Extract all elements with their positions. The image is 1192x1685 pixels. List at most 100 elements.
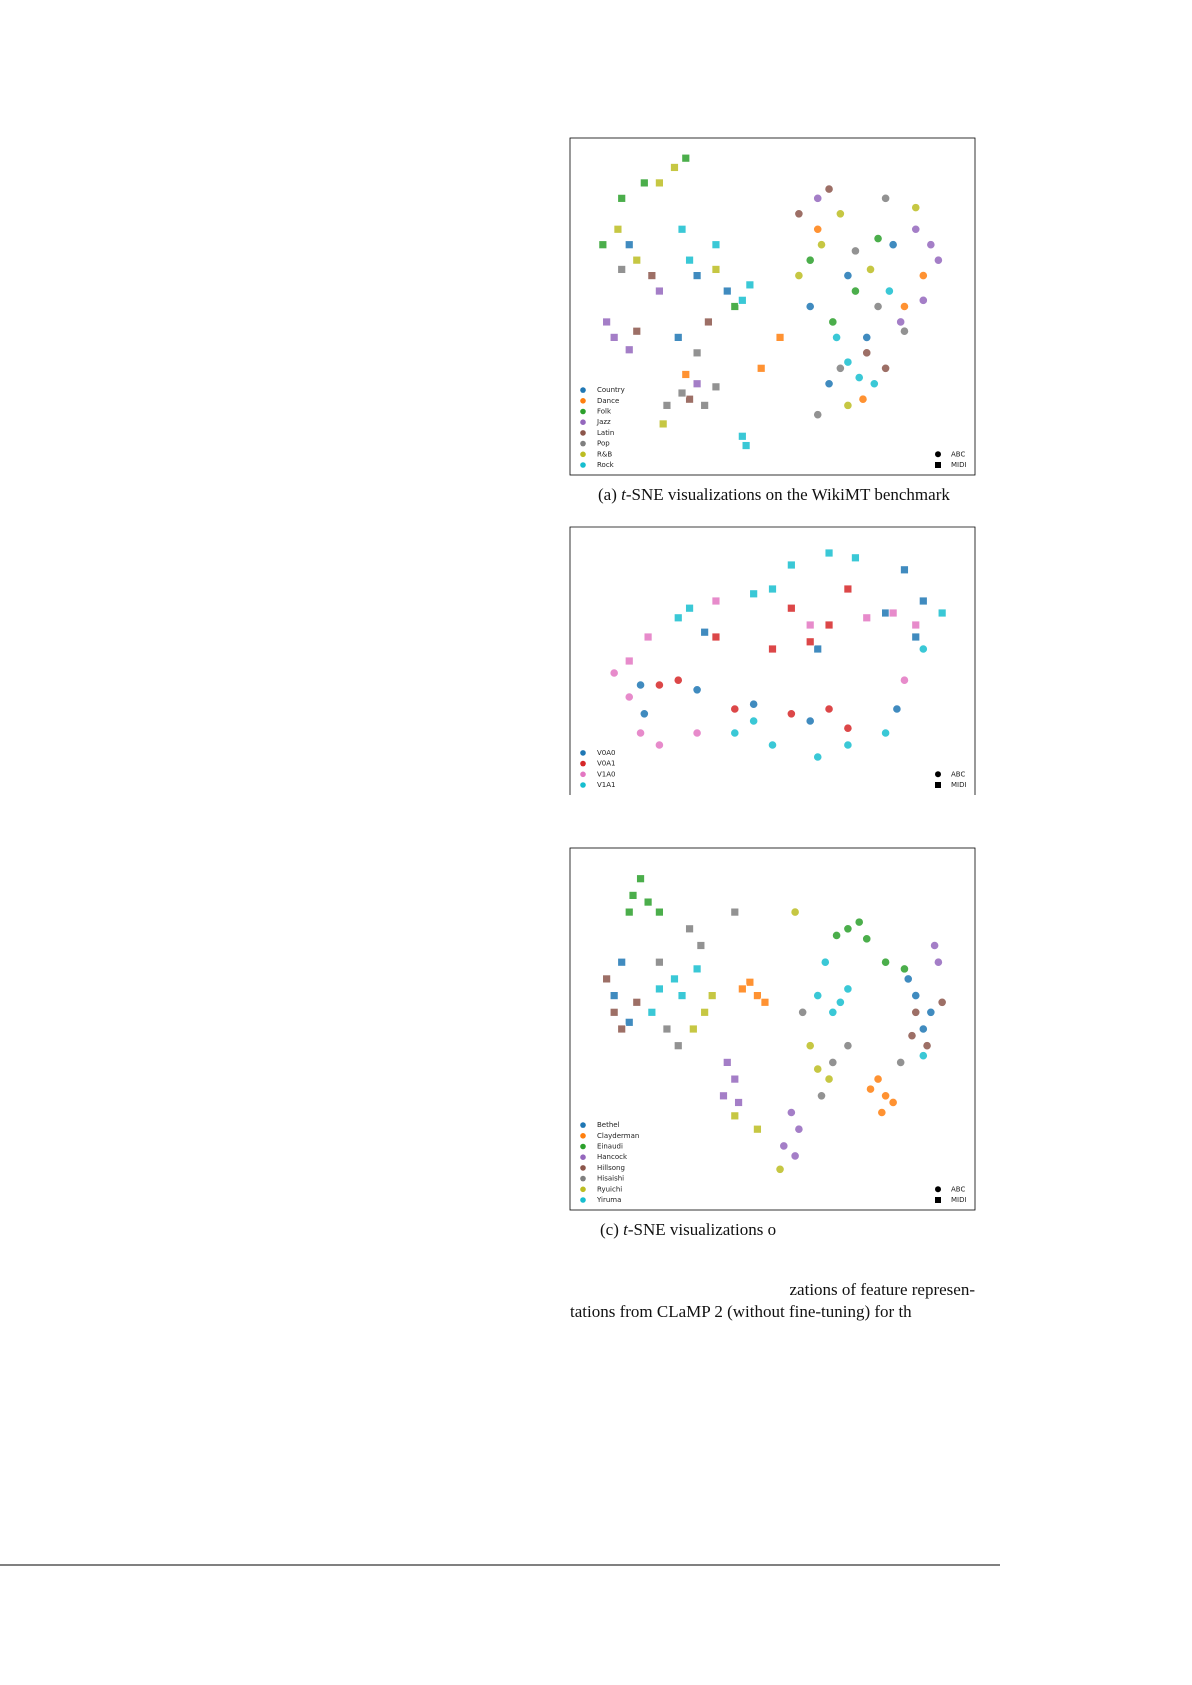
point xyxy=(677,388,687,398)
legend-label: MIDI xyxy=(951,1196,967,1204)
point xyxy=(798,1007,808,1017)
legend-swatch xyxy=(580,1143,586,1150)
point xyxy=(692,379,702,389)
point xyxy=(813,224,823,234)
point xyxy=(655,984,664,994)
point xyxy=(681,370,691,379)
point xyxy=(673,332,683,342)
legend-swatch xyxy=(580,408,586,415)
point xyxy=(888,1097,898,1108)
legend-swatch xyxy=(580,462,586,468)
point xyxy=(696,941,706,950)
point xyxy=(753,991,762,1000)
point xyxy=(824,548,834,558)
caption-prefix: (a) xyxy=(598,485,621,504)
point xyxy=(749,699,759,709)
point xyxy=(881,608,890,618)
point xyxy=(794,270,804,281)
point xyxy=(730,1074,740,1084)
point xyxy=(737,431,747,441)
point xyxy=(700,627,710,637)
point xyxy=(918,644,928,654)
point xyxy=(816,240,827,250)
point xyxy=(892,704,902,714)
point xyxy=(609,1007,619,1017)
point xyxy=(753,1124,762,1134)
legend-marker xyxy=(935,1197,941,1203)
point xyxy=(628,891,638,900)
legend-swatch xyxy=(580,1165,586,1171)
point xyxy=(794,209,804,219)
legend-swatch xyxy=(580,398,586,404)
point xyxy=(790,1151,800,1161)
point xyxy=(681,153,691,163)
point xyxy=(730,907,740,917)
legend-swatch xyxy=(580,387,586,393)
point xyxy=(655,957,664,967)
plot-frame xyxy=(569,847,976,1211)
point xyxy=(820,957,830,967)
legend-label: Ryuichi xyxy=(597,1185,622,1193)
legend-marker xyxy=(935,771,941,778)
point xyxy=(850,286,861,296)
point xyxy=(850,246,861,256)
legend-swatch xyxy=(580,750,586,756)
point xyxy=(786,560,796,570)
legend-swatch xyxy=(580,430,586,436)
point xyxy=(711,382,721,392)
point xyxy=(911,990,921,1001)
point xyxy=(654,680,665,690)
legend-swatch xyxy=(580,1175,586,1182)
point xyxy=(843,584,853,594)
point xyxy=(730,728,740,738)
point xyxy=(813,410,823,420)
point xyxy=(775,332,785,342)
point xyxy=(749,589,759,599)
point xyxy=(598,240,608,250)
point xyxy=(843,924,853,934)
body-text: zations of feature represen- xyxy=(790,1280,976,1299)
legend-swatch xyxy=(580,451,586,458)
point xyxy=(609,991,619,1000)
legend-swatch xyxy=(580,1186,586,1193)
point xyxy=(813,990,823,1001)
caption-italic: t xyxy=(623,1220,629,1239)
legend-label: Latin xyxy=(597,429,614,437)
point xyxy=(677,991,687,1000)
point xyxy=(670,974,679,984)
point xyxy=(786,603,796,613)
point xyxy=(813,752,823,762)
legend-label: Pop xyxy=(597,440,610,448)
caption: (c) t-SNE visualizations o xyxy=(600,1220,776,1239)
point xyxy=(704,317,713,327)
point xyxy=(749,716,759,726)
point xyxy=(888,240,898,250)
point xyxy=(711,265,721,274)
legend-label: V1A0 xyxy=(597,770,615,778)
point xyxy=(933,255,943,265)
point xyxy=(877,1107,887,1118)
legend-label: Folk xyxy=(597,408,612,416)
legend-label: Hillsong xyxy=(597,1164,625,1172)
legend-label: Dance xyxy=(597,397,619,405)
point xyxy=(835,209,845,219)
caption-prefix: (c) xyxy=(600,1220,623,1239)
point xyxy=(700,400,710,410)
point xyxy=(937,997,947,1007)
point xyxy=(862,332,872,342)
point xyxy=(880,1091,891,1101)
point xyxy=(899,301,910,312)
legend-marker xyxy=(935,782,941,788)
legend-label: ABC xyxy=(951,770,965,778)
point xyxy=(926,1007,936,1017)
legend-label: V0A0 xyxy=(597,749,615,757)
point xyxy=(880,957,891,967)
point xyxy=(805,620,815,630)
caption: (a) t-SNE visualizations on the WikiMT b… xyxy=(598,485,950,504)
point xyxy=(613,224,623,234)
point xyxy=(624,345,634,355)
legend-label: ABC xyxy=(951,450,965,458)
point xyxy=(854,372,864,383)
point xyxy=(617,265,627,274)
